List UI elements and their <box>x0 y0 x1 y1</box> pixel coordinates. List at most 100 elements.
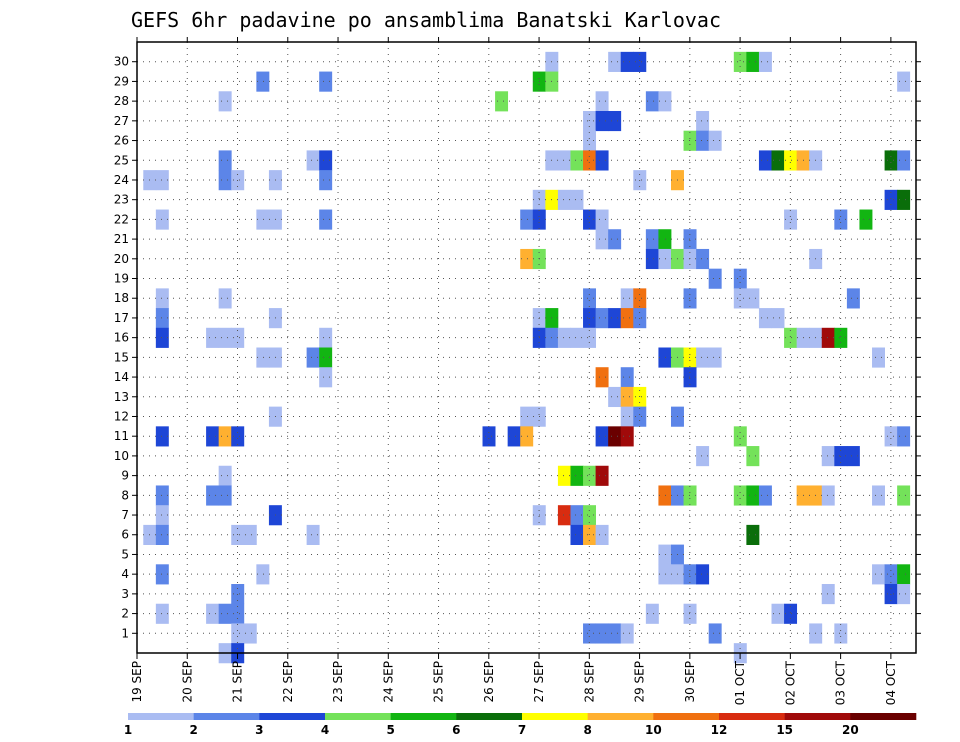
heatmap-cell-20 <box>696 110 710 132</box>
heatmap-cell-161 <box>155 485 169 506</box>
heatmap-cell-159 <box>583 465 597 486</box>
heatmap-cell-110 <box>784 327 798 348</box>
colorbar-swatch-7 <box>587 713 654 720</box>
y-tick-label-24: 24 <box>114 173 129 187</box>
heatmap-cell-133 <box>520 406 534 427</box>
heatmap-cell-125 <box>319 367 333 388</box>
heatmap-cell-193 <box>256 564 270 585</box>
colorbar-swatch-0 <box>128 713 194 720</box>
colorbar-label-9: 12 <box>711 723 728 737</box>
heatmap-cell-65 <box>595 229 609 250</box>
y-tick-label-14: 14 <box>114 370 129 384</box>
x-tick-label-9: 28 SEP <box>582 661 596 703</box>
colorbar-label-0: 1 <box>124 723 132 737</box>
plot-frame <box>136 41 917 654</box>
x-tick-label-8: 27 SEP <box>532 661 546 703</box>
colorbar-label-11: 20 <box>842 723 859 737</box>
heatmap-cell-215 <box>583 623 597 644</box>
heatmap-cell-126 <box>595 367 609 388</box>
heatmap-cell-21 <box>583 130 597 151</box>
heatmap-cell-216 <box>595 623 609 644</box>
y-tick-label-20: 20 <box>114 252 129 266</box>
heatmap-cell-89 <box>155 308 169 329</box>
heatmap-cell-81 <box>218 288 232 309</box>
heatmap-cell-147 <box>620 426 634 447</box>
heatmap-cell-175 <box>155 505 169 526</box>
y-tick-label-23: 23 <box>114 193 129 207</box>
heatmap-cell-189 <box>746 524 760 545</box>
heatmap-cell-83 <box>620 288 634 309</box>
colorbar-swatch-9 <box>719 713 785 720</box>
heatmap-cell-69 <box>683 229 697 250</box>
heatmap-cell-88 <box>846 288 860 309</box>
y-tick-label-17: 17 <box>114 311 129 325</box>
heatmap-cell-168 <box>746 485 760 506</box>
heatmap-cell-121 <box>683 347 697 368</box>
heatmap-cell-172 <box>821 485 835 506</box>
heatmap-cell-80 <box>155 288 169 309</box>
heatmap-cell-95 <box>608 308 622 329</box>
heatmap-cell-24 <box>708 130 722 151</box>
heatmap-cell-58 <box>520 209 534 230</box>
y-tick-label-27: 27 <box>114 114 129 128</box>
heatmap-cell-211 <box>771 603 785 624</box>
heatmap-cell-217 <box>608 623 622 644</box>
heatmap-cell-86 <box>733 288 747 309</box>
y-tick-label-7: 7 <box>121 508 129 522</box>
heatmap-cell-213 <box>231 623 245 644</box>
heatmap-cell-128 <box>683 367 697 388</box>
heatmap-cell-190 <box>658 544 672 565</box>
heatmap-cell-151 <box>696 446 710 467</box>
y-tick-label-4: 4 <box>121 567 129 581</box>
y-tick-label-22: 22 <box>114 212 129 226</box>
heatmap-cell-13 <box>495 91 509 112</box>
y-tick-label-30: 30 <box>114 55 129 69</box>
colorbar-swatch-1 <box>193 713 260 720</box>
y-tick-label-10: 10 <box>114 449 129 463</box>
y-tick-label-21: 21 <box>114 232 129 246</box>
heatmap-cell-55 <box>256 209 270 230</box>
heatmap-cell-129 <box>608 386 622 408</box>
chart-title: GEFS 6hr padavine po ansamblima Banatski… <box>131 8 721 32</box>
colorbar-label-8: 10 <box>645 723 662 737</box>
heatmap-cell-174 <box>897 485 911 506</box>
colorbar-swatch-2 <box>259 713 326 720</box>
heatmap-cell-66 <box>608 229 622 250</box>
heatmap-cell-62 <box>784 209 798 230</box>
heatmap-cell-158 <box>570 465 584 486</box>
heatmap-cell-205 <box>155 603 169 624</box>
heatmap-cell-135 <box>620 406 634 427</box>
y-tick-label-25: 25 <box>114 153 129 167</box>
y-tick-label-8: 8 <box>121 488 129 502</box>
heatmap-cell-218 <box>620 623 634 644</box>
colorbar-swatch-8 <box>653 713 720 720</box>
y-tick-label-12: 12 <box>114 409 129 423</box>
heatmap-cell-212 <box>784 603 798 624</box>
x-tick-label-11: 30 SEP <box>683 661 697 703</box>
heatmap-cell-25 <box>218 150 232 171</box>
heatmap-cell-192 <box>155 564 169 585</box>
x-tick-label-2: 21 SEP <box>231 661 245 703</box>
heatmap-cell-209 <box>645 603 659 624</box>
x-tick-label-12: 01 OCT <box>733 660 747 705</box>
heatmap-cell-144 <box>520 426 534 447</box>
heatmap-cell-32 <box>595 150 609 171</box>
y-tick-label-2: 2 <box>121 607 129 621</box>
heatmap-cell-198 <box>872 564 885 585</box>
y-tick-label-5: 5 <box>121 547 129 561</box>
heatmap-cell-26 <box>306 150 320 171</box>
heatmap-cell-87 <box>746 288 760 309</box>
heatmap-cell-119 <box>658 347 672 368</box>
heatmap-cell-163 <box>218 485 232 506</box>
y-tick-label-19: 19 <box>114 272 129 286</box>
heatmap-cell-12 <box>218 91 232 112</box>
heatmap-cell-157 <box>557 465 571 486</box>
y-tick-label-11: 11 <box>114 429 129 443</box>
x-tick-label-3: 22 SEP <box>281 661 295 703</box>
heatmap-cell-29 <box>557 150 571 171</box>
heatmap-cell-34 <box>771 150 785 171</box>
colorbar-label-7: 8 <box>583 723 591 737</box>
heatmap-cell-57 <box>319 209 333 230</box>
heatmap-cells <box>143 51 911 664</box>
